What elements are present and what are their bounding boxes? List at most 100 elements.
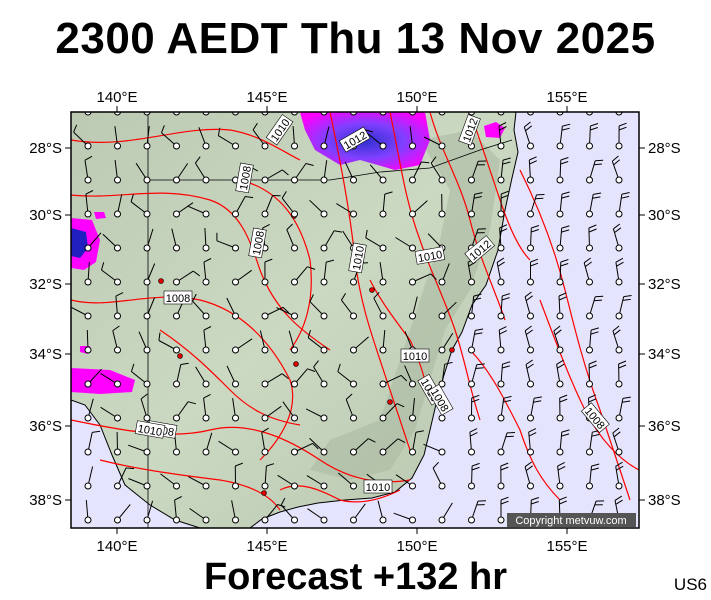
rain-patch-west-b xyxy=(71,368,135,394)
wind-barb xyxy=(556,123,571,150)
wind-barb xyxy=(556,292,567,320)
wind-barb xyxy=(261,195,281,218)
wind-barb xyxy=(365,229,387,252)
lat-label-right-34: 34°S xyxy=(648,346,681,363)
wind-barb xyxy=(468,428,478,456)
isobar-label-text: 1008 xyxy=(251,230,267,256)
wind-barb xyxy=(586,327,599,354)
wind-barb xyxy=(423,136,446,150)
wind-barb xyxy=(345,393,357,422)
wind-barb xyxy=(291,266,316,286)
isobar-label: 1010 xyxy=(134,420,166,439)
wind-barb xyxy=(468,112,475,116)
wind-barb xyxy=(395,474,416,490)
wind-barb xyxy=(226,365,239,388)
wind-barb xyxy=(84,430,101,456)
wind-barb xyxy=(135,162,151,184)
wind-barb xyxy=(114,194,123,218)
wind-barb xyxy=(138,331,151,354)
wind-barb xyxy=(409,161,430,184)
wind-barb xyxy=(586,112,593,116)
wind-barb xyxy=(192,293,210,320)
wind-barb xyxy=(291,163,314,184)
wind-barb xyxy=(497,395,512,422)
wind-barb xyxy=(261,169,289,184)
wind-barb xyxy=(195,366,210,388)
wind-barb xyxy=(468,192,483,218)
wind-barb xyxy=(612,427,623,456)
wind-barb xyxy=(379,374,408,388)
wind-barb xyxy=(173,362,189,388)
wind-barb xyxy=(379,438,406,456)
wind-barb xyxy=(252,122,269,150)
wind-barb xyxy=(497,361,511,388)
isobar-label: 1010 xyxy=(400,348,430,363)
wind-barb xyxy=(286,223,298,252)
wind-barb xyxy=(140,393,151,422)
isobar-label: 1008 xyxy=(163,290,193,305)
wind-barb xyxy=(350,503,366,524)
wind-barb xyxy=(497,190,509,218)
wind-barb xyxy=(309,437,328,456)
wind-barb xyxy=(101,262,121,286)
wind-barb xyxy=(468,293,482,320)
wind-barb xyxy=(615,461,624,490)
wind-barb xyxy=(527,156,538,184)
wind-barb xyxy=(497,157,511,184)
lon-label-top-145: 145°E xyxy=(246,89,287,106)
wind-barb xyxy=(377,500,387,524)
wind-barb xyxy=(373,291,387,320)
wind-barb xyxy=(143,297,156,320)
wind-barb xyxy=(143,500,154,524)
wind-barb xyxy=(84,112,92,116)
wind-barb xyxy=(336,203,357,218)
southern-ocean xyxy=(71,399,201,528)
model-code: US6 xyxy=(673,575,707,594)
wind-barb xyxy=(84,190,94,218)
wind-barb xyxy=(84,466,94,490)
wind-barb xyxy=(143,263,156,286)
wind-barb xyxy=(615,295,632,320)
wind-barb xyxy=(586,159,604,184)
wind-barb xyxy=(497,432,516,456)
wind-barb xyxy=(130,363,151,388)
wind-barb xyxy=(438,361,453,388)
wind-barb xyxy=(307,329,328,354)
wind-barb xyxy=(369,164,387,184)
wind-barb xyxy=(525,359,534,388)
isobar-label-text: 1010 xyxy=(417,249,443,265)
wind-barb xyxy=(586,360,597,388)
wind-barb xyxy=(344,161,357,184)
wind-barb xyxy=(114,160,121,184)
wind-barb xyxy=(114,467,135,490)
wind-barb xyxy=(497,122,507,150)
wind-barb xyxy=(615,122,627,150)
wind-barb xyxy=(438,301,457,320)
wind-barb xyxy=(232,196,254,218)
wind-barb xyxy=(438,332,454,354)
isobar-label-text: 1008 xyxy=(238,165,254,191)
wind-barb xyxy=(527,396,542,422)
wind-barb xyxy=(612,223,623,252)
wind-barb xyxy=(496,257,505,286)
wind-barb xyxy=(232,112,239,116)
wind-barb xyxy=(409,273,437,286)
wind-barb xyxy=(395,237,416,252)
wind-barb xyxy=(202,258,212,286)
rain-patch-west-c xyxy=(94,212,106,219)
wind-barb xyxy=(84,261,92,286)
wind-barb xyxy=(261,463,275,490)
wind-barb xyxy=(309,199,328,218)
wind-barb xyxy=(305,408,328,422)
wind-barb xyxy=(615,360,627,388)
lon-label-top-140: 140°E xyxy=(96,89,137,106)
wind-barb xyxy=(173,401,197,422)
wind-barb xyxy=(497,293,510,320)
wind-barb xyxy=(615,396,631,422)
wind-barb xyxy=(497,326,508,354)
wind-barb xyxy=(202,432,213,456)
wind-barb xyxy=(84,232,102,252)
wind-barb xyxy=(143,228,154,252)
wind-barb xyxy=(320,259,335,286)
wind-barb xyxy=(261,405,282,422)
